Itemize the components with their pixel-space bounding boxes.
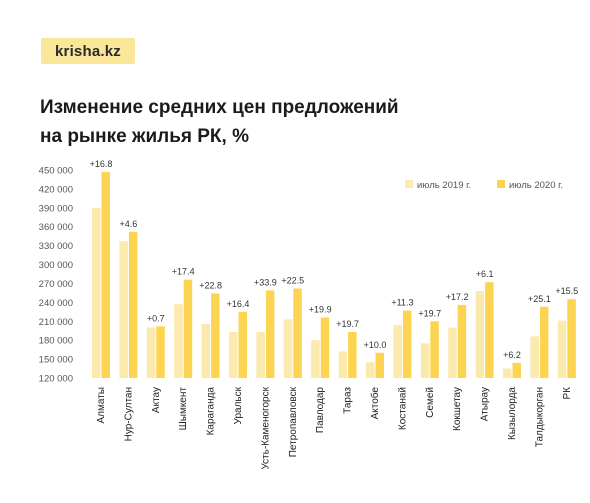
change-label: +16.8 [90, 159, 113, 169]
change-label: +17.2 [446, 292, 469, 302]
bar-2020 [211, 293, 220, 378]
change-label: +10.0 [364, 340, 387, 350]
bar-2019 [229, 331, 238, 378]
category-label: Алматы [96, 387, 107, 424]
bar-2019 [503, 368, 512, 378]
bar-2019 [256, 331, 265, 378]
bar-2019 [311, 340, 320, 378]
bar-2020 [238, 311, 247, 378]
category-label: Семей [425, 387, 436, 418]
bar-2020 [567, 299, 576, 378]
legend-label-2019: июль 2019 г. [417, 180, 471, 191]
y-tick-label: 420 000 [39, 184, 73, 195]
bar-2019 [146, 327, 156, 378]
bar-2019 [92, 207, 101, 378]
change-label: +25.1 [528, 294, 551, 304]
category-label: Кызылорда [507, 387, 518, 440]
bar-2019 [283, 319, 293, 378]
category-label: Талдыкорган [534, 387, 545, 447]
change-label: +19.7 [336, 319, 359, 329]
y-tick-label: 450 000 [39, 166, 73, 177]
change-label: +6.1 [476, 269, 494, 279]
krisha-logo: krisha.kz [41, 38, 135, 64]
bar-2019 [174, 304, 183, 378]
bar-2020 [430, 321, 439, 378]
change-label: +19.7 [418, 308, 441, 318]
change-label: +17.4 [172, 267, 195, 277]
y-tick-label: 240 000 [39, 298, 73, 309]
bar-2020 [375, 352, 384, 378]
y-tick-label: 180 000 [39, 336, 73, 347]
bar-2019 [338, 351, 348, 378]
bar-2020 [320, 317, 330, 378]
bar-2019 [557, 320, 567, 378]
change-label: +15.5 [555, 286, 578, 296]
legend-swatch-2020 [497, 180, 505, 188]
bar-2019 [530, 336, 539, 378]
change-label: +19.9 [309, 304, 332, 314]
bar-2020 [348, 331, 357, 378]
category-label: Кокшетау [452, 387, 463, 431]
bar-2019 [366, 362, 375, 378]
category-label: РК [562, 387, 573, 400]
change-label: +0.7 [147, 313, 165, 323]
category-label: Павлодар [315, 387, 326, 434]
category-label: Усть-Каменогорск [260, 386, 271, 469]
bar-2020 [128, 231, 138, 378]
bar-2020 [101, 171, 110, 378]
legend-label-2020: июль 2020 г. [509, 180, 563, 191]
y-tick-label: 300 000 [39, 260, 73, 271]
category-label: Актау [151, 387, 162, 413]
bar-2019 [393, 325, 402, 378]
change-label: +6.2 [503, 350, 521, 360]
bar-2020 [156, 326, 165, 378]
category-label: Атырау [480, 387, 491, 421]
category-label: Костанай [397, 387, 408, 430]
bar-2020 [183, 279, 193, 378]
chart-title-line-1: Изменение средних цен предложений [40, 97, 399, 118]
bar-2020 [539, 306, 549, 378]
category-label: Уральск [233, 386, 244, 424]
category-label: Нур-Султан [123, 387, 134, 441]
bar-2019 [119, 241, 128, 378]
y-tick-label: 330 000 [39, 241, 73, 252]
y-tick-label: 210 000 [39, 317, 73, 328]
change-label: +11.3 [391, 298, 413, 308]
y-tick-label: 390 000 [39, 203, 73, 214]
change-label: +22.5 [281, 275, 304, 285]
bar-2019 [475, 291, 485, 378]
legend-swatch-2019 [405, 180, 413, 188]
y-tick-label: 150 000 [39, 355, 73, 366]
bar-2019 [420, 343, 430, 378]
category-label: Петропавловск [288, 386, 299, 457]
chart-title: Изменение средних цен предложений на рын… [40, 93, 399, 151]
bar-2019 [201, 323, 211, 378]
category-label: Шымкент [178, 387, 189, 431]
change-label: +4.6 [120, 219, 138, 229]
bar-2020 [265, 290, 275, 378]
change-label: +16.4 [227, 299, 250, 309]
chart-title-line-2: на рынке жилья РК, % [40, 126, 249, 147]
y-tick-label: 270 000 [39, 279, 73, 290]
category-label: Актобе [369, 387, 381, 420]
bar-2019 [448, 327, 457, 378]
change-label: +33.9 [254, 277, 277, 287]
change-label: +22.8 [199, 281, 222, 291]
y-tick-label: 360 000 [39, 222, 73, 233]
bar-2020 [402, 310, 412, 378]
bar-2020 [512, 362, 521, 378]
bar-2020 [293, 288, 302, 378]
y-tick-label: 120 000 [39, 374, 73, 385]
category-label: Караганда [206, 387, 217, 436]
bar-2020 [485, 282, 494, 378]
bar-2020 [457, 304, 467, 378]
category-label: Тараз [343, 387, 354, 414]
